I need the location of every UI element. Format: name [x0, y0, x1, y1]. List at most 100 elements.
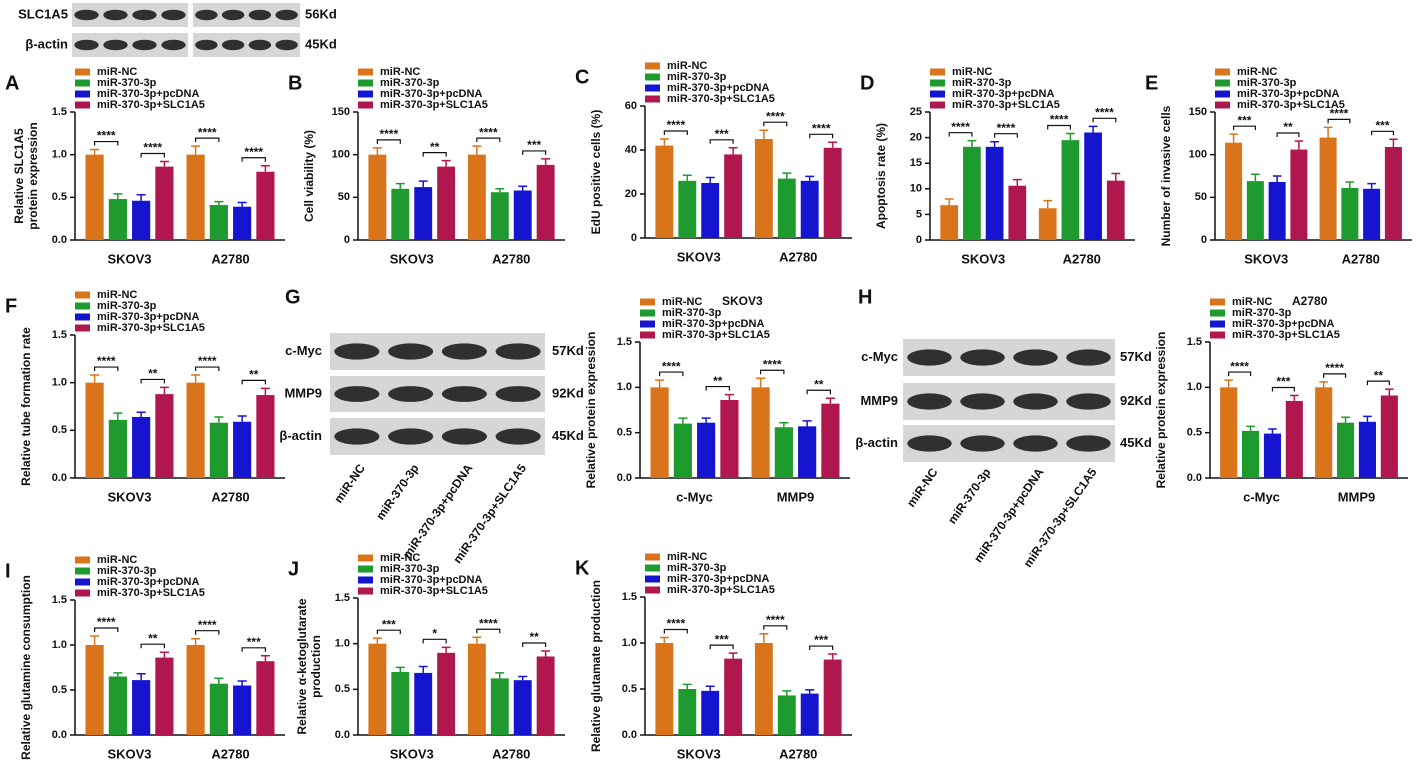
y-tick-label: 0.5 — [52, 191, 67, 203]
y-axis-label: EdU positive cells (%) — [589, 110, 603, 235]
significance-label: **** — [1050, 113, 1069, 127]
x-tick-label: SKOV3 — [961, 251, 1005, 266]
legend-swatch — [645, 553, 660, 561]
significance-label: **** — [763, 357, 782, 371]
error-bar — [1341, 416, 1350, 423]
legend-label: miR-370-3p+SLC1A5 — [380, 99, 488, 111]
x-tick-label: A2780 — [492, 746, 530, 761]
error-bar — [1389, 138, 1398, 147]
error-bar — [372, 637, 382, 644]
significance-bracket — [194, 630, 220, 635]
legend-label: miR-370-3p+pcDNA — [380, 574, 482, 586]
bar — [233, 421, 252, 478]
error-bar — [1251, 173, 1260, 182]
error-bar — [1229, 133, 1238, 143]
y-tick-label: 0.5 — [617, 427, 632, 439]
bar — [1268, 181, 1286, 240]
legend-swatch — [1215, 68, 1230, 76]
bar — [85, 154, 104, 240]
bar — [1038, 208, 1057, 240]
y-tick-label: 40 — [625, 144, 637, 156]
significance-label: ** — [430, 140, 440, 154]
bar — [1358, 421, 1376, 478]
significance-label: *** — [1376, 118, 1390, 132]
blot-band — [388, 386, 434, 402]
x-tick-label: A2780 — [779, 746, 817, 761]
bar — [1246, 181, 1264, 240]
x-tick-label: MMP9 — [1338, 489, 1376, 504]
blot-size-label: 45Kd — [1120, 435, 1152, 450]
legend-swatch — [75, 589, 90, 597]
legend-label: miR-370-3p+pcDNA — [662, 318, 764, 330]
blot-band — [495, 428, 541, 445]
significance-bracket — [476, 137, 501, 143]
y-tick-label: 0.5 — [335, 683, 350, 695]
error-bar — [944, 198, 954, 206]
significance-label: ** — [148, 631, 158, 645]
bar — [1290, 149, 1308, 240]
error-bar — [782, 690, 792, 696]
bar — [414, 672, 433, 735]
legend-swatch — [1215, 79, 1230, 87]
legend-label: miR-NC — [1232, 296, 1272, 308]
bar — [209, 683, 228, 735]
significance-label: **** — [1325, 361, 1344, 375]
bar — [108, 419, 127, 478]
legend-swatch — [358, 101, 373, 109]
significance-bracket — [809, 645, 834, 651]
y-tick-label: 0 — [916, 234, 922, 246]
blot-band — [161, 9, 186, 21]
y-tick-label: 5 — [916, 208, 922, 220]
y-tick-label: 0.0 — [52, 234, 67, 246]
significance-label: ** — [1283, 120, 1293, 134]
panel-letter: A — [5, 72, 19, 94]
bar — [777, 178, 796, 238]
bar — [155, 394, 174, 478]
blot-band — [195, 9, 218, 21]
bar — [256, 661, 275, 735]
legend-label: miR-370-3p+pcDNA — [667, 82, 769, 94]
x-tick-label: A2780 — [1063, 251, 1101, 266]
legend-swatch — [645, 586, 660, 594]
bar — [1084, 132, 1102, 240]
bar — [1285, 400, 1303, 478]
x-tick-label: SKOV3 — [107, 746, 151, 761]
significance-bracket — [663, 628, 688, 634]
blot-size-label: 57Kd — [1120, 349, 1152, 364]
bar — [132, 680, 151, 735]
legend-label: miR-370-3p — [380, 77, 440, 89]
bar — [1008, 185, 1027, 240]
blot-size-label: 45Kd — [305, 36, 337, 51]
panel-letter: F — [5, 295, 17, 317]
significance-bracket — [1271, 386, 1295, 392]
error-bar — [418, 665, 428, 673]
bar — [368, 154, 387, 240]
bar — [655, 145, 674, 238]
legend-swatch — [640, 331, 655, 339]
significance-bracket — [522, 642, 547, 647]
blot-band — [960, 393, 1005, 410]
legend-label: miR-NC — [662, 296, 702, 308]
error-bar — [159, 651, 169, 658]
y-axis-label: Relative tube formation rate — [19, 327, 33, 486]
blot-band — [275, 9, 298, 21]
y-axis-label: Relative SLC1A5protein expression — [12, 122, 40, 229]
bar — [1061, 140, 1080, 240]
significance-bracket — [658, 371, 684, 377]
error-bar — [802, 420, 812, 427]
y-tick-label: 0.0 — [335, 729, 350, 741]
error-bar — [472, 636, 482, 644]
x-tick-label: A2780 — [779, 249, 817, 264]
x-tick-label: A2780 — [211, 746, 249, 761]
y-tick-label: 1.5 — [335, 592, 350, 604]
blot-band — [221, 39, 245, 51]
error-bar — [1111, 172, 1121, 181]
error-bar — [90, 148, 100, 155]
legend-label: miR-370-3p+pcDNA — [952, 88, 1054, 100]
significance-label: ** — [148, 367, 158, 381]
bar — [108, 676, 127, 735]
bar — [155, 166, 174, 240]
bar — [414, 187, 433, 240]
significance-label: **** — [244, 145, 263, 159]
legend-label: miR-NC — [97, 554, 137, 566]
